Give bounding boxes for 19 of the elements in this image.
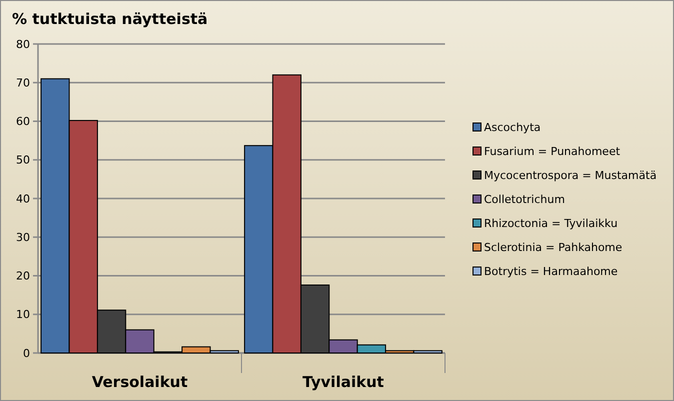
y-tick-label: 10 (16, 308, 30, 322)
y-tick-label: 80 (16, 38, 30, 51)
chart-title: % tutktuista näytteistä (12, 10, 208, 28)
legend-label: Colletotrichum (484, 192, 565, 206)
y-tick-label: 50 (16, 154, 30, 167)
y-tick-label: 60 (16, 115, 30, 128)
legend-label: Sclerotinia = Pahkahome (484, 240, 622, 254)
y-tick-label: 20 (16, 270, 30, 283)
legend-label: Fusarium = Punahomeet (484, 144, 621, 158)
y-tick-label: 40 (16, 192, 30, 206)
legend-label: Mycocentrospora = Mustamätä (484, 168, 657, 182)
x-tick-label: Versolaikut (92, 373, 188, 391)
y-tick-label: 70 (16, 76, 30, 90)
legend-label: Ascochyta (484, 120, 541, 134)
y-tick-label: 30 (16, 230, 30, 244)
y-tick-label: 0 (23, 346, 30, 360)
legend-label: Rhizoctonia = Tyvilaikku (484, 216, 618, 230)
x-tick-label: Tyvilaikut (302, 373, 384, 391)
legend-label: Botrytis = Harmaahome (484, 264, 618, 278)
